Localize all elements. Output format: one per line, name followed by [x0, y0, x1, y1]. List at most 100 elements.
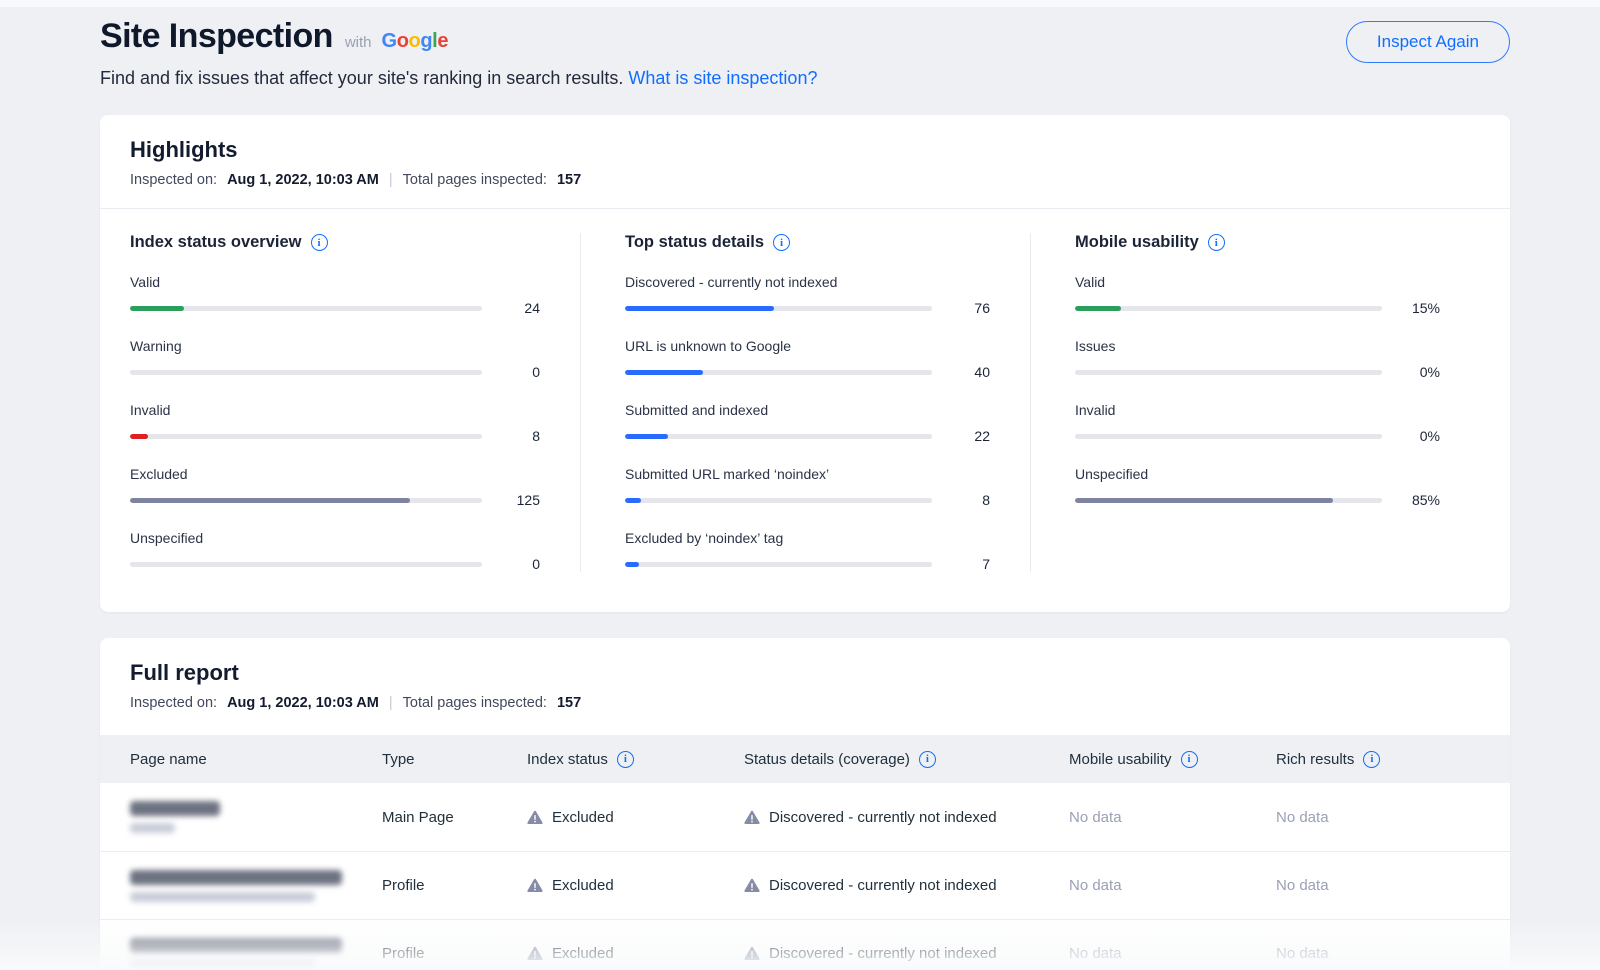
metric-label: Invalid	[1075, 402, 1116, 418]
column-title-row: Top status details i	[625, 233, 990, 252]
what-is-site-inspection-link[interactable]: What is site inspection?	[628, 68, 818, 88]
metric-value: 8	[982, 492, 990, 508]
metric-value: 125	[516, 492, 540, 508]
metric-label: Invalid	[130, 402, 171, 418]
metric-value: 85%	[1411, 492, 1440, 508]
metric-bar-row: 7	[625, 556, 990, 572]
metric-bar-row: 125	[130, 492, 540, 508]
metric-bar-track	[130, 433, 482, 439]
metric-value: 0%	[1419, 364, 1440, 380]
info-icon[interactable]: i	[1180, 750, 1198, 768]
inspected-on-value: Aug 1, 2022, 10:03 AM	[227, 172, 379, 188]
table-header-cell: Index status i	[527, 750, 744, 768]
metric-bar-fill	[625, 561, 639, 567]
metric: Submitted and indexed 22	[625, 402, 990, 444]
meta-separator: |	[388, 172, 393, 188]
metric-label: URL is unknown to Google	[625, 338, 792, 354]
metric-bar-fill	[1075, 305, 1122, 311]
metric-label: Unspecified	[1075, 466, 1149, 482]
metric-bar-row: 8	[130, 428, 540, 444]
metric: Unspecified 0	[130, 530, 540, 572]
metric-label: Issues	[1075, 338, 1116, 354]
highlights-title: Highlights	[130, 137, 238, 162]
page-type-cell: Main Page	[382, 808, 454, 826]
warning-icon	[527, 878, 543, 893]
google-logo-letter: g	[420, 30, 433, 52]
table-header-cell: Mobile usability i	[1069, 750, 1276, 768]
full-report-title: Full report	[130, 660, 239, 685]
blurred-page-name	[130, 869, 342, 885]
report-table-body: Main Page Excluded Discovered - currently …	[100, 783, 1510, 970]
metric-bar-track	[130, 561, 482, 567]
info-icon[interactable]: i	[1363, 750, 1381, 768]
metric-bar-fill	[1075, 497, 1333, 503]
rich-results-cell: No data	[1276, 945, 1329, 962]
index-status-cell-label: Excluded	[552, 945, 614, 962]
metric-bar-row: 8	[625, 492, 990, 508]
google-logo: Google	[382, 30, 449, 53]
metric-bar-row: 15%	[1075, 300, 1440, 316]
table-header-cell: Page name	[130, 751, 382, 768]
metric-label: Valid	[130, 274, 161, 290]
google-logo-letter: l	[432, 30, 438, 52]
page-name-cell-blurred	[130, 937, 382, 970]
index-status-cell-label: Excluded	[552, 808, 614, 826]
full-report-card: Full report Inspected on: Aug 1, 2022, 1…	[100, 638, 1510, 970]
meta-separator: |	[388, 695, 393, 711]
table-row[interactable]: Main Page Excluded Discovered - currently …	[100, 783, 1510, 851]
metric-bar-track	[1075, 369, 1382, 375]
page-header: Site Inspection with Google Find and fix…	[100, 7, 1510, 89]
inspected-on-value: Aug 1, 2022, 10:03 AM	[227, 695, 379, 711]
highlights-meta: Inspected on: Aug 1, 2022, 10:03 AM | To…	[130, 172, 1480, 188]
metric-bar-track	[1075, 433, 1382, 439]
metric-label: Unspecified	[130, 530, 204, 546]
table-row[interactable]: Profile Excluded Discovered - currently no…	[100, 851, 1510, 919]
info-icon[interactable]: i	[310, 234, 328, 251]
metric-value: 7	[982, 556, 990, 572]
page-type-cell: Profile	[382, 945, 425, 962]
metric: Warning 0	[130, 338, 540, 380]
metric-bar-row: 22	[625, 428, 990, 444]
metric: Discovered - currently not indexed 76	[625, 274, 990, 316]
metric: Invalid 8	[130, 402, 540, 444]
metric: Valid 15%	[1075, 274, 1440, 316]
table-header-label: Type	[382, 750, 415, 768]
highlights-card-head: Highlights Inspected on: Aug 1, 2022, 10…	[100, 115, 1510, 209]
google-logo-letter: o	[408, 30, 421, 52]
inspect-again-button[interactable]: Inspect Again	[1345, 21, 1510, 63]
metric-bar-track	[130, 369, 482, 375]
metric-bar-row: 0	[130, 556, 540, 572]
total-pages-label: Total pages inspected:	[402, 695, 547, 711]
subtitle: Find and fix issues that affect your sit…	[100, 68, 817, 89]
metric-bar-row: 0%	[1075, 364, 1440, 380]
metric-label: Valid	[1075, 274, 1106, 290]
metric-bar-track	[625, 561, 932, 567]
metric-label: Excluded	[130, 466, 188, 482]
table-row[interactable]: Profile Excluded Discovered - currently no…	[100, 919, 1510, 970]
metric-bar-fill	[625, 433, 668, 439]
table-header-label: Index status	[527, 750, 608, 768]
table-header-cell: Status details (coverage) i	[744, 750, 1069, 768]
total-pages-value: 157	[556, 695, 582, 711]
google-logo-letter: e	[437, 30, 449, 52]
info-icon[interactable]: i	[1207, 234, 1225, 251]
metric: Issues 0%	[1075, 338, 1440, 380]
metric-label: Submitted URL marked ‘noindex’	[625, 466, 830, 482]
blurred-page-name	[130, 801, 220, 816]
metric-bar-track	[1075, 497, 1382, 503]
status-details-cell-label: Discovered - currently not indexed	[769, 808, 997, 826]
metric-value: 0	[532, 364, 540, 380]
top-edge	[0, 0, 1600, 7]
info-icon[interactable]: i	[616, 750, 634, 768]
warning-icon	[744, 946, 760, 961]
metric-bar-fill	[625, 497, 641, 503]
info-icon[interactable]: i	[918, 750, 936, 768]
table-header-cell: Rich results i	[1276, 750, 1480, 768]
metric-bar-row: 0%	[1075, 428, 1440, 444]
metric-label: Discovered - currently not indexed	[625, 274, 838, 290]
info-icon[interactable]: i	[773, 234, 791, 251]
metric-bar-track	[1075, 305, 1382, 311]
column-title: Mobile usability	[1075, 233, 1199, 251]
site-inspection-page: Site Inspection with Google Find and fix…	[100, 7, 1510, 970]
metric-bar-track	[625, 433, 932, 439]
